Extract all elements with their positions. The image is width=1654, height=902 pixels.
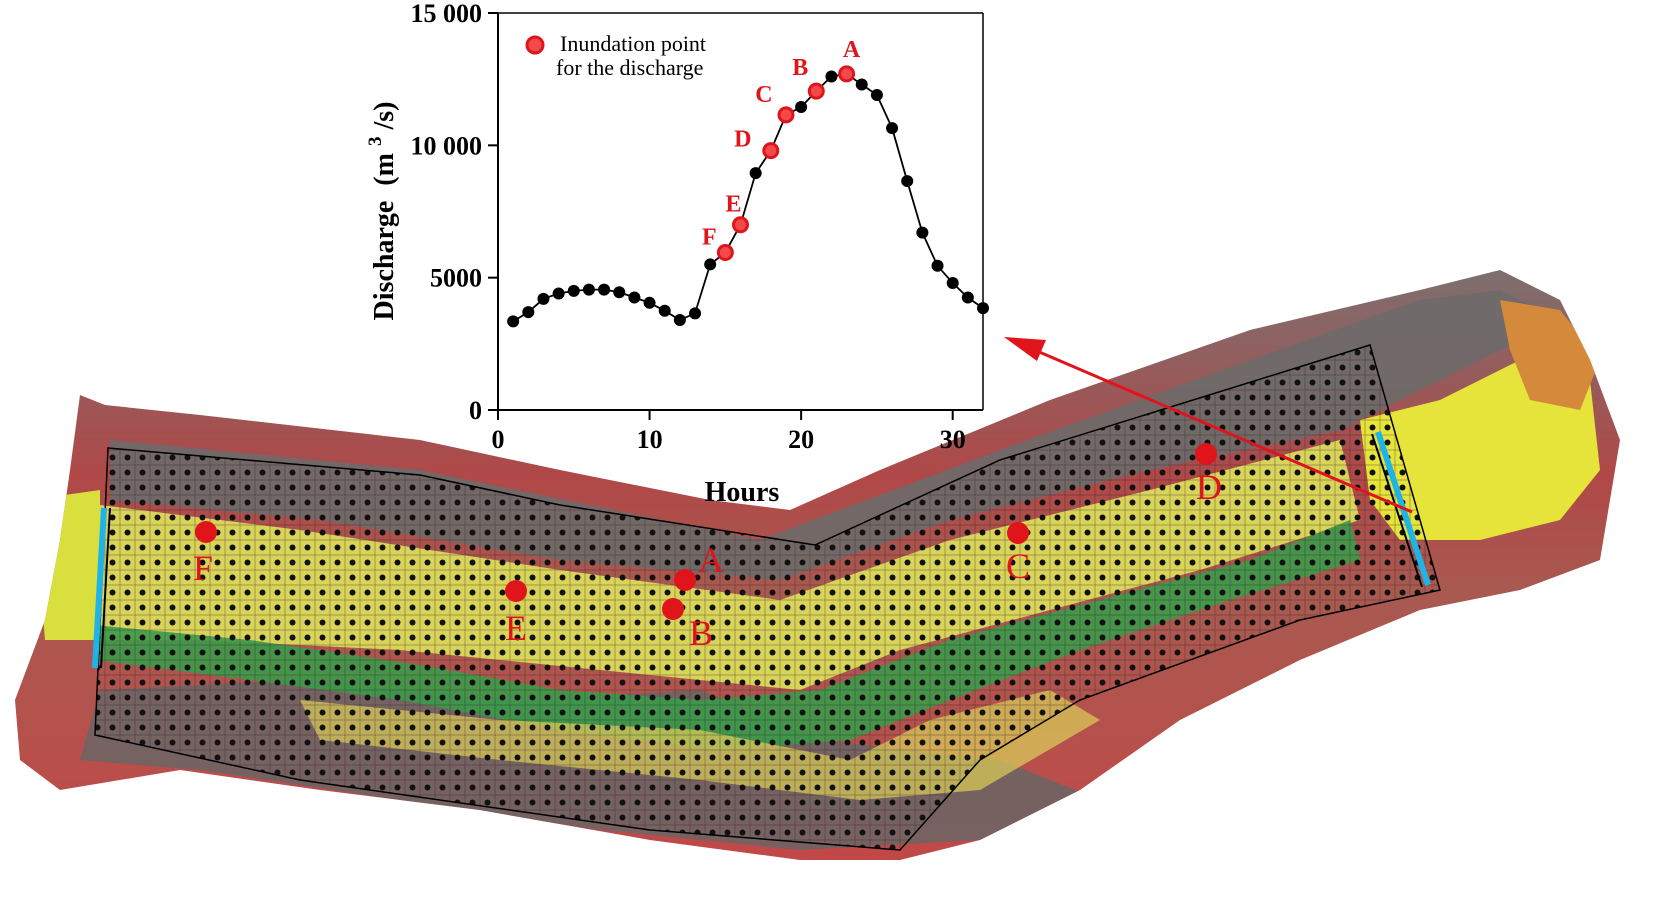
chart-background: [498, 13, 983, 410]
y-axis-ticks: 0 5000 10 000 15 000: [411, 0, 498, 425]
legend-text-line-1: Inundation point: [560, 31, 706, 56]
data-point: [946, 276, 959, 289]
inundation-point-a: [838, 65, 856, 83]
data-point: [643, 296, 656, 309]
data-point: [537, 292, 550, 305]
inflow-boundary-left-edge: [100, 507, 111, 669]
map-marker-c: [1007, 522, 1029, 544]
data-point: [870, 89, 883, 102]
y-tick-label: 0: [469, 396, 482, 425]
map-label-c: C: [1006, 546, 1030, 586]
map-marker-b: [662, 598, 684, 620]
inundation-point-label-c: C: [755, 82, 772, 108]
map-marker-e: [505, 580, 527, 602]
x-tick-label: 20: [788, 425, 814, 454]
y-axis-title-unit-prefix: (m: [369, 153, 400, 186]
data-point: [552, 287, 565, 300]
map-point-f: F: [193, 521, 217, 588]
flood-map: F E A B C D: [15, 270, 1620, 860]
map-label-f: F: [193, 548, 213, 588]
legend-marker: [525, 35, 545, 55]
data-point: [582, 283, 595, 296]
inundation-point-d: [762, 142, 780, 160]
chart-legend: Inundation point for the discharge: [525, 31, 706, 80]
data-point: [825, 70, 838, 83]
inundation-point-label-b: B: [792, 55, 808, 81]
data-point: [749, 167, 762, 180]
map-point-d: D: [1195, 443, 1222, 507]
data-point: [613, 286, 626, 299]
map-marker-f: [195, 521, 217, 543]
data-point: [658, 304, 671, 317]
left-end-yellow: [30, 490, 100, 640]
y-axis-title: Discharge (m 3 /s): [357, 102, 400, 321]
inundation-point-f: [716, 244, 734, 262]
data-point: [522, 306, 535, 319]
outflow-boundary-right-edge: [1371, 433, 1423, 588]
data-point: [673, 314, 686, 327]
data-point: [886, 122, 899, 135]
inundation-point-c: [777, 106, 795, 124]
right-end-orange: [1500, 300, 1600, 410]
right-end-yellow: [1360, 360, 1600, 540]
map-marker-d: [1195, 443, 1217, 465]
data-point: [689, 307, 702, 320]
data-point: [855, 78, 868, 91]
data-point: [795, 100, 808, 113]
inundation-point-label-d: D: [734, 127, 751, 153]
map-point-b: B: [662, 598, 713, 653]
inundation-point-label-f: F: [702, 225, 717, 251]
data-point: [916, 226, 929, 239]
map-label-a: A: [698, 540, 724, 580]
y-axis-title-unit-suffix: /s): [369, 102, 400, 131]
pointer-arrow-shaft: [1029, 346, 1413, 514]
data-point: [977, 302, 989, 315]
x-axis-ticks: 0 10 20 30: [492, 410, 966, 454]
x-tick-label: 10: [637, 425, 663, 454]
map-label-e: E: [505, 608, 527, 648]
map-point-c: C: [1006, 522, 1030, 586]
y-tick-label: 15 000: [411, 0, 483, 28]
inundation-points: FE DCB A: [702, 37, 861, 262]
y-tick-label: 5000: [430, 264, 482, 293]
y-tick-label: 10 000: [411, 131, 483, 160]
data-point: [507, 315, 520, 328]
data-point: [628, 291, 641, 304]
y-axis-title-unit-sup: 3: [365, 137, 386, 147]
data-point: [598, 283, 611, 296]
x-tick-label: 0: [492, 425, 505, 454]
data-point: [901, 175, 914, 188]
x-axis-title: Hours: [705, 477, 780, 508]
data-point: [704, 258, 717, 271]
y-axis-title-main: Discharge: [369, 201, 400, 321]
inflow-boundary-left: [92, 507, 107, 669]
inundation-point-e: [732, 216, 749, 234]
data-point: [931, 259, 944, 272]
inundation-point-label-a: A: [843, 37, 861, 63]
data-point: [567, 284, 580, 297]
x-tick-label: 30: [940, 425, 966, 454]
pointer-arrow-head: [1004, 337, 1046, 361]
computational-grid: [94, 344, 1441, 851]
map-point-e: E: [505, 580, 527, 648]
inundation-point-label-e: E: [725, 192, 741, 218]
data-point: [961, 291, 974, 304]
map-label-b: B: [689, 613, 713, 653]
map-label-d: D: [1196, 467, 1222, 507]
discharge-chart: 0 5000 10 000 15 000 0 10 20 30 FE DCB A Inundat…: [357, 0, 989, 508]
legend-text-line-2: for the discharge: [556, 55, 703, 80]
inundation-point-b: [807, 82, 825, 100]
map-point-a: A: [674, 540, 724, 591]
map-marker-a: [674, 569, 696, 591]
